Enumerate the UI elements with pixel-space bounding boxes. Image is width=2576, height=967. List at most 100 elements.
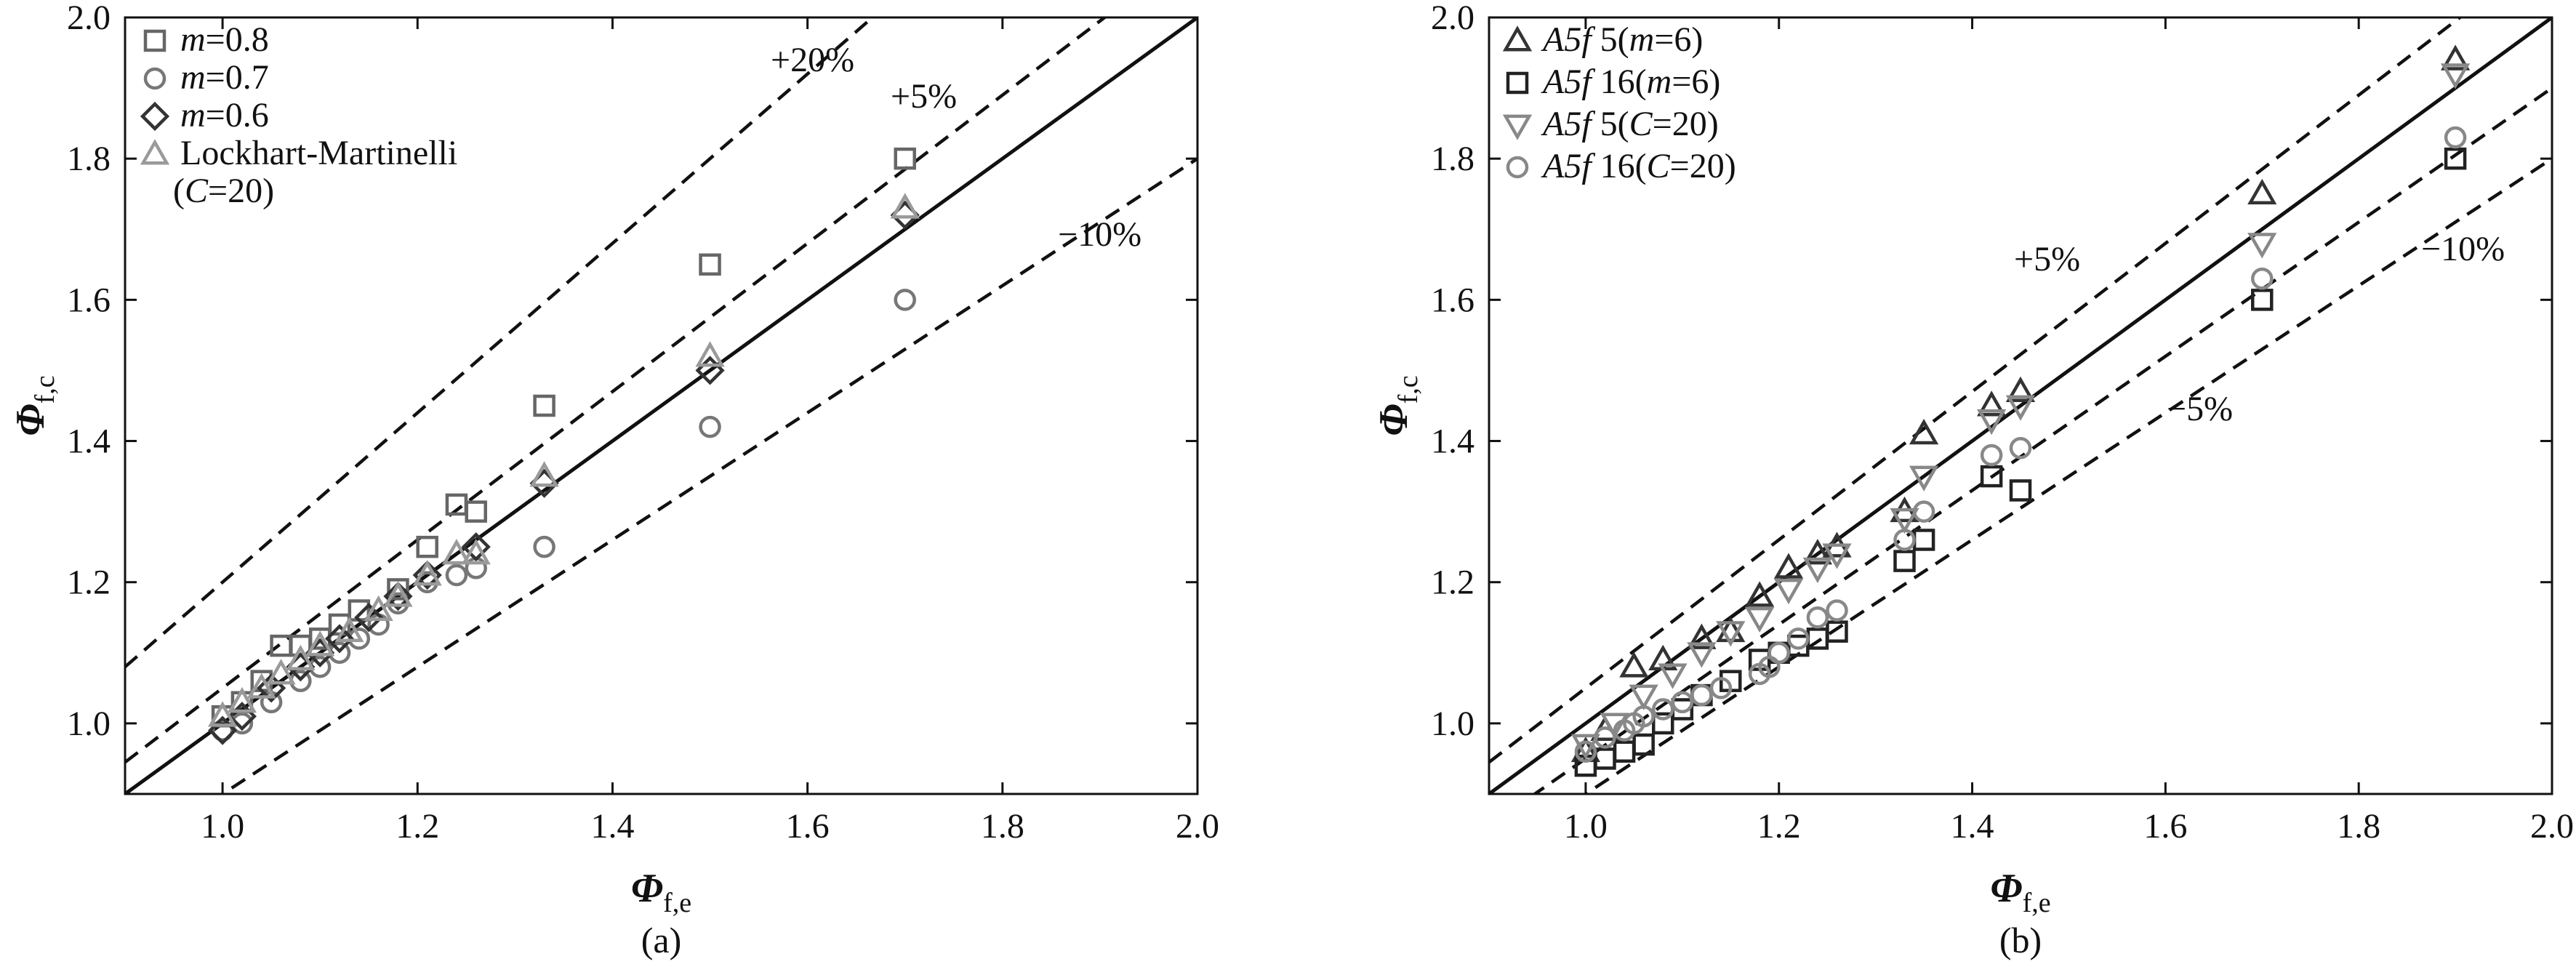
data-point	[1600, 713, 1629, 739]
data-point	[1912, 500, 1935, 523]
y-tick-label: 1.2	[1431, 563, 1474, 602]
legend-label-part: 16(	[1592, 147, 1647, 185]
x-axis-title: Φf,e	[631, 866, 691, 918]
legend: A5f 5(m=6)A5f 16(m=6)A5f 5(C=20)A5f 16(C…	[1502, 20, 1736, 185]
legend-label-part: m	[180, 58, 206, 97]
data-point	[1651, 712, 1674, 735]
data-point	[1893, 550, 1916, 572]
data-point	[1574, 740, 1597, 763]
y-axis-subscript: f,c	[1393, 375, 1424, 404]
panel-caption: (a)	[641, 920, 682, 960]
data-point	[1826, 620, 1848, 643]
legend-label: m=0.6	[180, 96, 269, 135]
data-point	[890, 193, 920, 219]
x-tick-label: 1.2	[1757, 807, 1801, 846]
y-tick-label: 1.4	[67, 422, 111, 461]
legend-marker	[140, 139, 170, 165]
data-point	[2444, 147, 2467, 170]
legend-label-part: =0.7	[206, 58, 269, 97]
data-point	[416, 535, 438, 558]
data-point	[894, 147, 916, 170]
series-3	[207, 193, 920, 727]
y-axis-symbol: Φ	[8, 404, 53, 436]
data-point	[246, 673, 276, 699]
legend-label-part: A5f	[1541, 63, 1595, 101]
data-point	[1980, 444, 2003, 467]
x-axis-title: Φf,e	[1990, 866, 2050, 918]
legend-label-part: 5(	[1592, 105, 1629, 143]
data-point	[387, 578, 409, 601]
data-point	[324, 624, 355, 654]
data-point	[1977, 409, 2007, 436]
series-2	[1570, 63, 2471, 760]
data-point	[1980, 465, 2003, 488]
data-point	[1613, 740, 1636, 763]
x-axis-subscript: f,e	[663, 888, 691, 918]
data-point	[1709, 677, 1733, 699]
data-point	[412, 560, 442, 590]
data-point	[354, 603, 384, 633]
data-point	[1594, 747, 1616, 770]
error-band-line	[125, 17, 875, 668]
error-band-line	[1489, 17, 2463, 764]
y-axis-title: Φf,c	[8, 375, 60, 436]
series-3	[1574, 126, 2467, 763]
y-tick-label: 1.8	[67, 140, 111, 178]
data-point	[441, 539, 472, 565]
data-point	[533, 535, 555, 558]
legend-label-part: C	[185, 172, 209, 210]
parity-line	[125, 17, 1197, 794]
x-tick-label: 1.4	[590, 807, 634, 846]
data-point	[2444, 126, 2467, 149]
x-tick-label: 1.0	[1564, 807, 1608, 846]
data-point	[2251, 267, 2274, 290]
chart-panel-b: +5% −5% −10% 1.0 1.2 1.4 1.6 1.8 2.0 1.0 1.2 1.4 1.6…	[1371, 0, 2574, 960]
data-point	[1787, 627, 1810, 650]
data-point	[1822, 543, 1852, 569]
data-point	[1619, 651, 1649, 678]
legend-label-part: (	[173, 172, 185, 210]
legend-label-part: =0.6	[206, 96, 269, 135]
data-point	[1826, 599, 1848, 622]
legend-label: A5f 5(C=20)	[1541, 105, 1719, 143]
data-point	[1716, 621, 1746, 647]
legend-label: m=0.7	[180, 58, 269, 97]
data-point	[2005, 395, 2036, 421]
legend-label-part: =20)	[1653, 105, 1719, 143]
series-1	[211, 289, 916, 742]
legend-label-part: =20)	[1670, 147, 1736, 185]
error-band-line	[1582, 157, 2552, 794]
legend-label-part: A5f	[1541, 20, 1595, 59]
data-point	[1687, 642, 1717, 668]
data-point	[383, 581, 413, 607]
data-point	[445, 563, 468, 587]
data-point	[1594, 726, 1616, 749]
x-tick-label: 1.6	[2143, 807, 2187, 846]
data-point	[529, 461, 559, 487]
x-tick-label: 2.0	[2530, 807, 2574, 846]
error-band-label: +20%	[771, 41, 854, 79]
data-point	[894, 289, 916, 311]
data-point	[1909, 419, 1939, 445]
data-point	[699, 415, 721, 438]
legend-marker	[1506, 71, 1529, 95]
legend-label-part: =0.8	[206, 20, 269, 59]
legend-marker	[1502, 25, 1533, 52]
x-tick-label: 1.8	[981, 807, 1024, 846]
data-point	[1773, 553, 1804, 579]
x-tick-label: 1.4	[1951, 807, 1994, 846]
data-point	[699, 253, 721, 276]
legend-label-part: 5(	[1592, 20, 1629, 59]
legend-label-part: A5f	[1541, 105, 1595, 143]
error-band-label: −5%	[2167, 390, 2233, 428]
legend-label-part: A5f	[1541, 147, 1595, 185]
y-tick-label: 1.6	[1431, 281, 1474, 319]
error-band-line	[219, 157, 1197, 794]
legend-label-part: Lockhart-Martinelli	[180, 134, 457, 172]
legend-label-part: C	[1647, 147, 1671, 185]
y-tick-label: 2.0	[67, 0, 111, 37]
reference-lines	[125, 17, 1197, 794]
panel-caption: (b)	[1999, 920, 2042, 960]
data-point	[286, 644, 316, 670]
